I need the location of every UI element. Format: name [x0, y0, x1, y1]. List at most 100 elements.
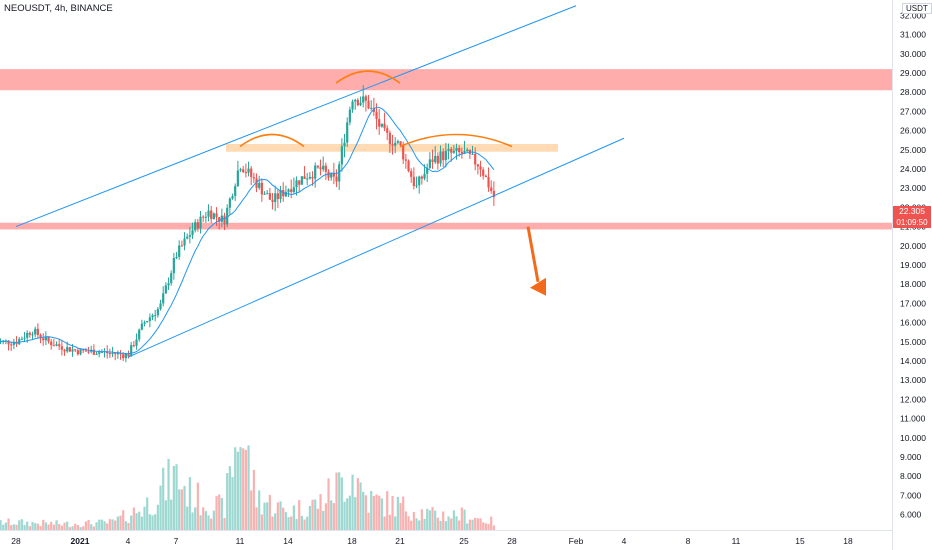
candle-body: [322, 165, 325, 170]
volume-bar: [258, 490, 261, 530]
shoulder-arc: [399, 133, 513, 148]
volume-bar: [455, 516, 458, 530]
volume-bar: [87, 519, 90, 530]
candle-body: [218, 217, 221, 222]
candle-body: [255, 178, 258, 188]
last-price-label: 22.305: [893, 206, 931, 217]
volume-bar: [394, 516, 397, 530]
volume-bar: [167, 458, 170, 530]
price-tick-label: 12.000: [900, 394, 926, 404]
volume-bar: [351, 474, 354, 530]
volume-bar: [111, 519, 114, 530]
volume-bar: [186, 506, 189, 530]
volume-bar: [95, 522, 98, 530]
candle-body: [87, 351, 90, 353]
time-tick-label: 15: [795, 536, 805, 546]
volume-bar: [202, 507, 205, 530]
volume-bar: [338, 472, 341, 530]
volume-bar: [388, 514, 391, 530]
volume-bar: [151, 515, 154, 530]
volume-bar: [183, 485, 186, 530]
volume-bar: [434, 510, 437, 530]
candle-body: [460, 152, 463, 154]
candle-body: [178, 245, 181, 257]
candle-body: [396, 141, 399, 143]
price-tick-label: 25.000: [900, 145, 926, 155]
candle-body: [114, 353, 117, 355]
candle-body: [306, 178, 309, 180]
candle-body: [375, 111, 378, 120]
candle-body: [247, 168, 250, 173]
volume-bar: [436, 517, 439, 530]
symbol-title[interactable]: NEOUSDT, 4h, BINANCE: [4, 3, 113, 14]
time-tick-label: 8: [686, 536, 691, 546]
down-arrow-head: [530, 277, 546, 296]
candle-body: [47, 336, 50, 342]
volume-bar: [143, 506, 146, 530]
volume-bar: [159, 485, 162, 530]
volume-bar: [239, 447, 242, 530]
volume-bar: [124, 521, 127, 530]
candle-body: [204, 216, 207, 218]
volume-bar: [404, 511, 407, 530]
volume-bar: [191, 512, 194, 530]
candle-body: [108, 353, 111, 355]
volume-bar: [226, 473, 229, 530]
volume-bar: [47, 524, 50, 530]
price-tick-label: 31.000: [900, 30, 926, 40]
candle-body: [266, 193, 269, 195]
candle-body: [146, 320, 149, 323]
volume-bar: [114, 520, 117, 530]
candle-body: [31, 334, 34, 336]
volume-bar: [212, 510, 215, 530]
channel-upper-line: [15, 5, 577, 228]
volume-bar: [319, 494, 322, 530]
volume-bar: [204, 511, 207, 530]
volume-bar: [431, 507, 434, 530]
volume-bar: [380, 498, 383, 530]
candle-body: [34, 328, 37, 335]
volume-bar: [250, 490, 253, 530]
candle-body: [20, 338, 23, 340]
candle-body: [244, 172, 247, 174]
candle-body: [388, 132, 391, 145]
volume-bar: [252, 469, 255, 530]
volume-bar: [426, 508, 429, 530]
volume-bar: [188, 477, 191, 530]
volume-bar: [39, 526, 42, 530]
candle-body: [124, 353, 127, 359]
candle-body: [231, 196, 234, 199]
volume-bar: [474, 517, 477, 530]
price-tick-label: 26.000: [900, 126, 926, 136]
neckline-band: [226, 144, 558, 152]
volume-bar: [4, 522, 7, 530]
candle-body: [391, 144, 394, 146]
candle-body: [135, 339, 138, 346]
volume-bar: [242, 448, 245, 530]
candle-body: [202, 216, 205, 218]
candle-body: [210, 210, 213, 219]
candle-body: [55, 344, 58, 346]
candle-body: [492, 190, 495, 198]
volume-bar: [215, 496, 218, 530]
volume-bar: [122, 510, 125, 530]
volume-bar: [138, 511, 141, 530]
candle-body: [148, 317, 151, 321]
candle-body: [82, 349, 85, 351]
candle-body: [399, 141, 402, 146]
volume-bar: [34, 523, 37, 530]
price-tick-label: 20.000: [900, 241, 926, 251]
candlesticks: [0, 85, 495, 363]
volume-bar: [471, 519, 474, 530]
candle-body: [271, 199, 274, 203]
candle-body: [412, 176, 415, 186]
volume-bar: [322, 510, 325, 530]
candle-body: [226, 207, 229, 225]
candle-body: [292, 187, 295, 193]
candle-body: [452, 150, 455, 153]
candle-body: [252, 177, 255, 179]
volume-bar: [170, 499, 173, 530]
volume-bar: [146, 497, 149, 530]
candle-body: [343, 142, 346, 147]
